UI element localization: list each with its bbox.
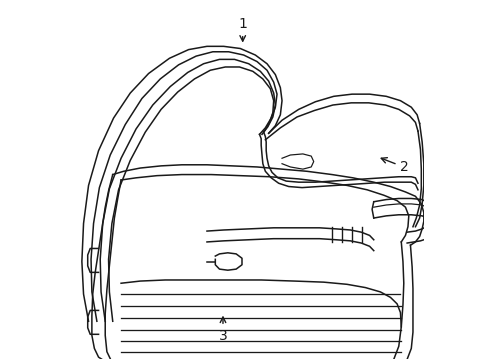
Text: 1: 1 [238,17,246,41]
Text: 2: 2 [381,158,408,175]
Text: 3: 3 [218,317,227,343]
